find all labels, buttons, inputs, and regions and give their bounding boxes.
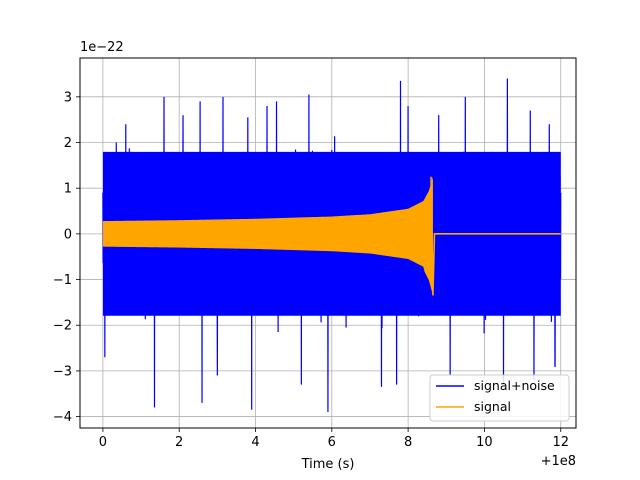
y-tick-label: 0 xyxy=(64,227,72,242)
x-tick-label: 6 xyxy=(328,435,336,450)
series-signal-band xyxy=(102,176,433,296)
series-signal xyxy=(430,176,561,296)
legend-label-signal: signal xyxy=(474,399,511,414)
x-offset-text: +1e8 xyxy=(541,454,576,469)
y-tick-label: 1 xyxy=(64,182,72,197)
x-tick-label: 12 xyxy=(552,435,569,450)
x-tick-label: 0 xyxy=(99,435,107,450)
x-axis-label: Time (s) xyxy=(301,457,355,472)
x-axis-ticks: 0 2 4 6 8 10 12 xyxy=(99,428,569,450)
x-tick-label: 4 xyxy=(251,435,259,450)
legend-label-signal-noise: signal+noise xyxy=(474,378,555,393)
legend-box xyxy=(429,374,570,422)
x-tick-label: 10 xyxy=(476,435,493,450)
plot-area-frame xyxy=(79,57,577,429)
x-tick-label: 8 xyxy=(404,435,412,450)
legend: signal+noise signal xyxy=(429,374,570,422)
y-axis-ticks: −4 −3 −2 −1 0 1 2 3 xyxy=(53,90,80,425)
y-tick-label: −2 xyxy=(53,319,72,334)
y-tick-label: −4 xyxy=(53,410,72,425)
x-tick-label: 2 xyxy=(175,435,183,450)
y-tick-label: −1 xyxy=(53,273,72,288)
y-tick-label: 2 xyxy=(64,136,72,151)
y-tick-label: −3 xyxy=(53,364,72,379)
y-scale-offset-text: 1e−22 xyxy=(80,40,124,55)
y-tick-label: 3 xyxy=(64,90,72,105)
plot-series xyxy=(102,78,562,413)
